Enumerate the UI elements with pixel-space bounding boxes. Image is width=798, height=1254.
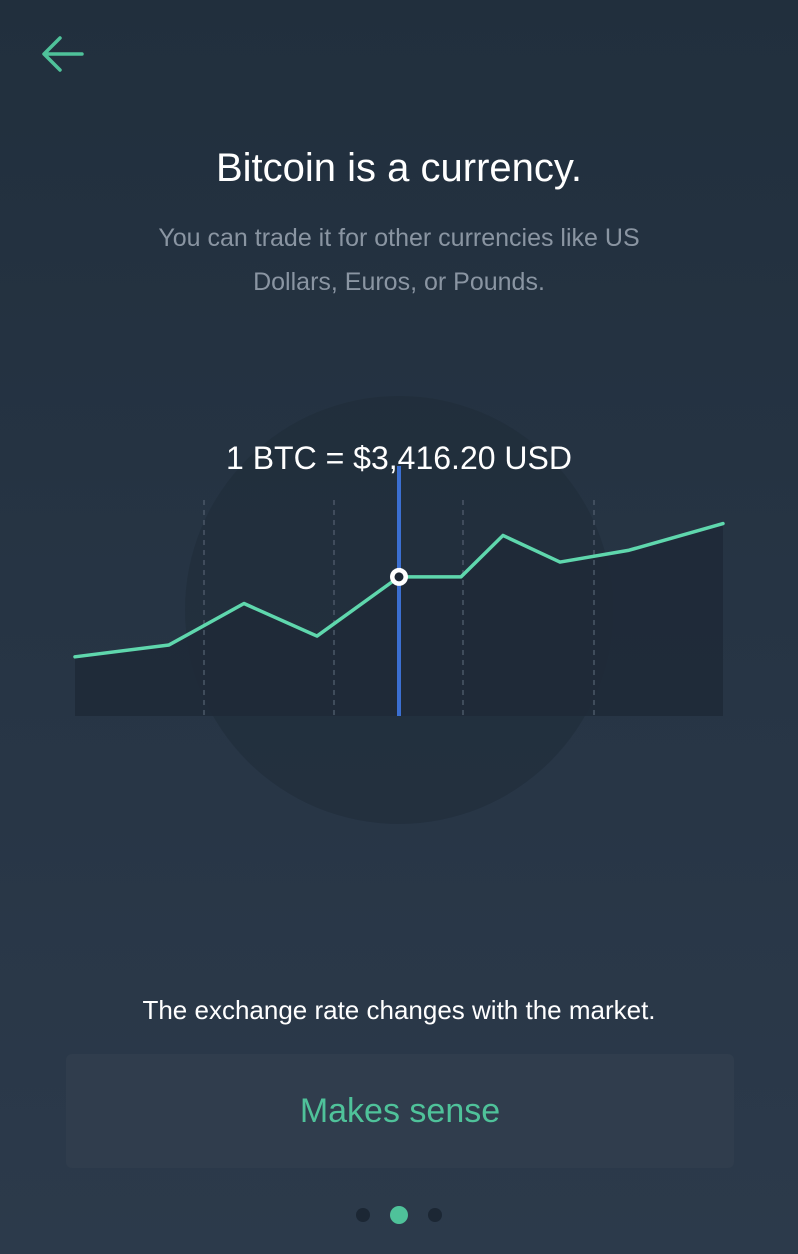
exchange-rate-label: 1 BTC = $3,416.20 USD	[226, 440, 572, 476]
chart-canvas	[73, 396, 725, 824]
page-dot	[356, 1208, 370, 1222]
chart-series-line	[73, 521, 725, 659]
chart-selected-point-center	[394, 572, 404, 582]
page-dot-active	[390, 1206, 408, 1224]
page-indicator	[0, 1204, 798, 1226]
page-subtitle: You can trade it for other currencies li…	[158, 224, 640, 296]
page-title: Bitcoin is a currency.	[215, 146, 583, 190]
caption-text: The exchange rate changes with the marke…	[142, 995, 656, 1025]
arrow-left-icon	[42, 36, 84, 72]
exchange-rate-chart	[0, 380, 798, 840]
back-button[interactable]	[36, 32, 90, 76]
page-dot	[428, 1208, 442, 1222]
makes-sense-button[interactable]: Makes sense	[66, 1054, 734, 1168]
